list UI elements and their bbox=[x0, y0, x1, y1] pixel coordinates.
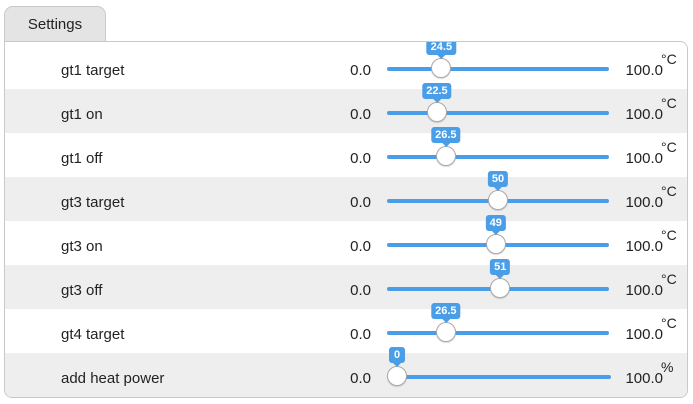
setting-label: gt1 target bbox=[61, 62, 125, 79]
slider-max-label: 100.0 bbox=[625, 150, 663, 167]
slider-thumb[interactable] bbox=[435, 146, 456, 166]
slider-value-bubble: 26.5 bbox=[431, 303, 461, 323]
slider-thumb[interactable] bbox=[435, 322, 456, 342]
slider-max-label: 100.0 bbox=[625, 370, 663, 387]
unit-label: °C bbox=[661, 227, 677, 243]
gt1-on-slider[interactable]: 22.5 bbox=[387, 83, 609, 122]
setting-label: gt1 off bbox=[61, 150, 103, 167]
slider-max-label: 100.0 bbox=[625, 62, 663, 79]
slider-thumb[interactable] bbox=[488, 190, 508, 210]
settings-panel: gt1 target 0.0 24.5 100.0 °C gt1 on 0.0 … bbox=[4, 41, 688, 398]
setting-label: gt3 target bbox=[61, 194, 125, 211]
slider-thumb[interactable] bbox=[387, 366, 407, 386]
setting-label: gt1 on bbox=[61, 106, 103, 123]
slider-value-bubble: 26.5 bbox=[431, 127, 461, 147]
slider-min-label: 0.0 bbox=[350, 106, 371, 123]
slider-min-label: 0.0 bbox=[350, 62, 371, 79]
gt3-off-slider[interactable]: 51 bbox=[387, 259, 609, 298]
unit-label: °C bbox=[661, 51, 677, 67]
setting-row-gt1-off: gt1 off 0.0 26.5 100.0 °C bbox=[5, 127, 687, 177]
slider-value-bubble: 51 bbox=[490, 259, 511, 279]
unit-label: °C bbox=[661, 271, 677, 287]
setting-row-add-heat-power: add heat power 0.0 0 100.0 % bbox=[5, 347, 687, 397]
setting-label: gt4 target bbox=[61, 326, 125, 343]
slider-value-bubble: 0 bbox=[389, 347, 405, 367]
slider-value-bubble: 50 bbox=[487, 171, 509, 191]
slider-max-label: 100.0 bbox=[625, 238, 663, 255]
slider-value-bubble: 24.5 bbox=[426, 42, 457, 59]
setting-row-gt3-off: gt3 off 0.0 51 100.0 °C bbox=[5, 259, 687, 309]
slider-min-label: 0.0 bbox=[350, 150, 371, 167]
setting-label: gt3 on bbox=[61, 238, 103, 255]
setting-label: gt3 off bbox=[61, 282, 103, 299]
slider-min-label: 0.0 bbox=[350, 370, 371, 387]
slider-thumb[interactable] bbox=[490, 278, 511, 298]
slider-max-label: 100.0 bbox=[625, 326, 663, 343]
add-heat-power-slider[interactable]: 0 bbox=[387, 347, 611, 386]
slider-value-bubble: 49 bbox=[485, 215, 506, 235]
setting-row-gt1-on: gt1 on 0.0 22.5 100.0 °C bbox=[5, 83, 687, 133]
gt4-target-slider[interactable]: 26.5 bbox=[387, 303, 609, 342]
slider-thumb[interactable] bbox=[485, 234, 506, 254]
setting-row-gt3-target: gt3 target 0.0 50 100.0 °C bbox=[5, 171, 687, 221]
unit-label: °C bbox=[661, 95, 677, 111]
slider-min-label: 0.0 bbox=[350, 282, 371, 299]
setting-row-gt4-target: gt4 target 0.0 26.5 100.0 °C bbox=[5, 303, 687, 353]
unit-label: °C bbox=[661, 315, 677, 331]
slider-max-label: 100.0 bbox=[625, 282, 663, 299]
gt1-off-slider[interactable]: 26.5 bbox=[387, 127, 609, 166]
slider-thumb[interactable] bbox=[431, 58, 452, 78]
slider-min-label: 0.0 bbox=[350, 238, 371, 255]
slider-max-label: 100.0 bbox=[625, 194, 663, 211]
slider-min-label: 0.0 bbox=[350, 326, 371, 343]
unit-label: °C bbox=[661, 139, 677, 155]
gt3-on-slider[interactable]: 49 bbox=[387, 215, 609, 254]
setting-row-gt1-target: gt1 target 0.0 24.5 100.0 °C bbox=[5, 42, 687, 89]
slider-thumb[interactable] bbox=[426, 102, 447, 122]
slider-max-label: 100.0 bbox=[625, 106, 663, 123]
tab-settings[interactable]: Settings bbox=[4, 6, 106, 42]
gt1-target-slider[interactable]: 24.5 bbox=[387, 42, 609, 78]
slider-min-label: 0.0 bbox=[350, 194, 371, 211]
unit-label: °C bbox=[661, 183, 677, 199]
setting-row-gt3-on: gt3 on 0.0 49 100.0 °C bbox=[5, 215, 687, 265]
unit-label: % bbox=[661, 359, 674, 375]
gt3-target-slider[interactable]: 50 bbox=[387, 171, 609, 210]
setting-label: add heat power bbox=[61, 370, 165, 387]
slider-value-bubble: 22.5 bbox=[422, 83, 452, 103]
